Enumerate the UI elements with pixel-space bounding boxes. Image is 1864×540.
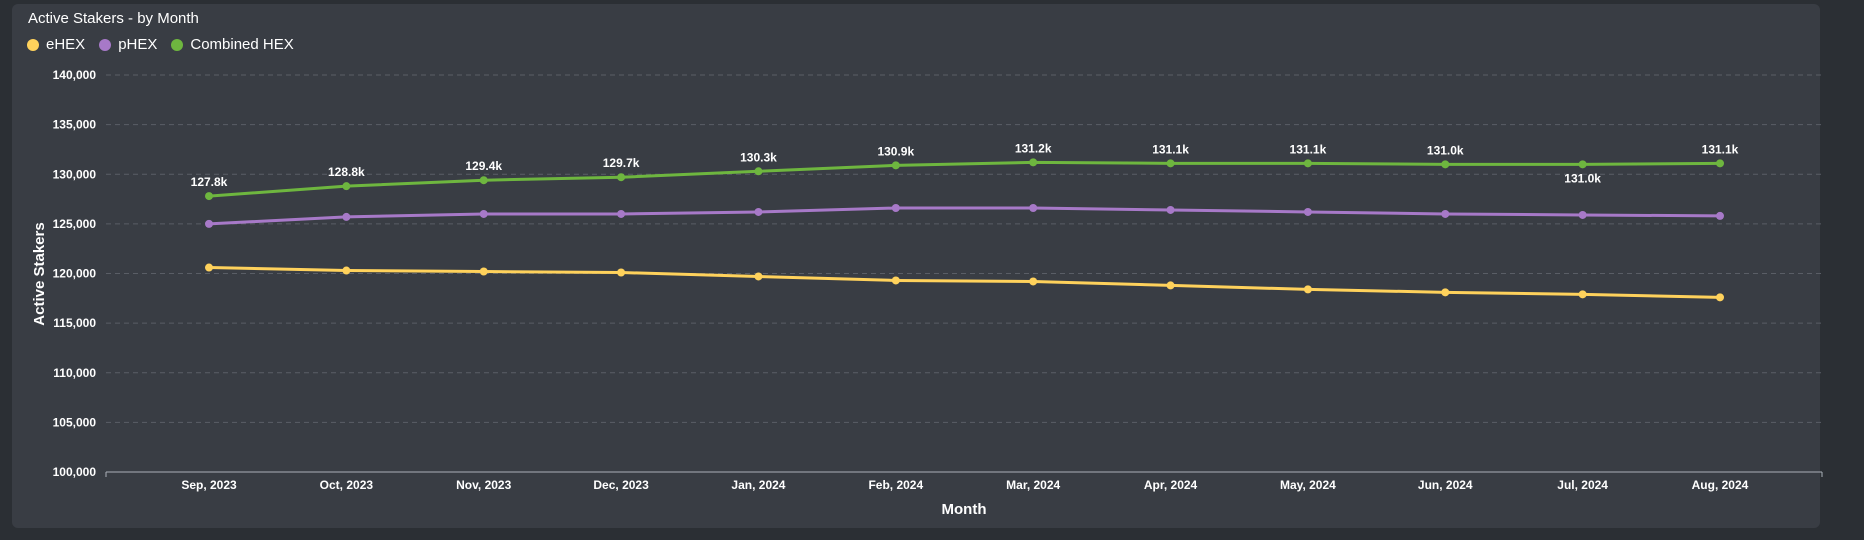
data-point-phex xyxy=(1578,210,1587,219)
legend-label-phex: pHEX xyxy=(118,36,158,53)
y-tick-label: 135,000 xyxy=(53,118,97,132)
data-point-ehex xyxy=(1303,285,1312,294)
y-tick-label: 130,000 xyxy=(53,167,97,181)
data-point-ehex xyxy=(205,263,213,272)
data-point-combined-hex xyxy=(1303,159,1312,168)
y-tick-label: 105,000 xyxy=(53,415,97,429)
data-point-phex xyxy=(1166,205,1175,214)
data-point-combined-hex xyxy=(479,176,488,185)
x-tick-label: Mar, 2024 xyxy=(1006,478,1060,492)
x-tick-label: Nov, 2023 xyxy=(456,478,511,492)
data-point-combined-hex xyxy=(1716,159,1724,168)
data-point-phex xyxy=(891,203,900,212)
series-line-combined-hex xyxy=(207,160,1722,198)
data-point-combined-hex xyxy=(617,173,626,182)
x-tick-label: May, 2024 xyxy=(1280,478,1336,492)
data-point-ehex xyxy=(617,268,626,277)
x-tick-label: Jun, 2024 xyxy=(1418,478,1473,492)
data-label: 128.8k xyxy=(328,165,365,179)
data-label: 131.0k xyxy=(1427,143,1464,157)
data-point-phex xyxy=(1303,207,1312,216)
chart-card xyxy=(12,4,1820,528)
x-tick-label: Aug, 2024 xyxy=(1692,478,1749,492)
legend-item-combined-hex[interactable]: Combined HEX xyxy=(171,36,294,53)
data-point-combined-hex xyxy=(1166,159,1175,168)
chart-legend: eHEX pHEX Combined HEX xyxy=(27,36,308,53)
legend-item-ehex[interactable]: eHEX xyxy=(27,36,85,53)
y-tick-label: 110,000 xyxy=(53,366,96,380)
y-tick-label: 120,000 xyxy=(53,267,97,281)
x-tick-label: Feb, 2024 xyxy=(868,478,923,492)
legend-item-phex[interactable]: pHEX xyxy=(99,36,157,53)
y-axis-title: Active Stakers xyxy=(31,222,48,325)
legend-label-ehex: eHEX xyxy=(46,36,86,53)
data-label: 127.8k xyxy=(191,175,228,189)
y-tick-label: 140,000 xyxy=(53,68,97,82)
chart-title: Active Stakers - by Month xyxy=(28,10,199,27)
data-point-ehex xyxy=(1029,277,1038,286)
data-point-phex xyxy=(1716,211,1724,220)
legend-dot-combined-hex xyxy=(171,38,184,51)
data-point-ehex xyxy=(1578,290,1587,299)
data-point-ehex xyxy=(754,272,763,281)
data-label: 131.0k xyxy=(1564,171,1601,185)
data-label: 131.1k xyxy=(1290,142,1327,156)
y-tick-label: 125,000 xyxy=(53,217,97,231)
data-point-phex xyxy=(617,209,626,218)
y-tick-label: 100,000 xyxy=(53,465,97,479)
data-point-combined-hex xyxy=(1029,158,1038,167)
x-tick-label: Oct, 2023 xyxy=(320,478,374,492)
data-point-phex xyxy=(342,212,351,221)
data-point-combined-hex xyxy=(1441,160,1450,169)
x-tick-label: Apr, 2024 xyxy=(1144,478,1198,492)
x-tick-label: Dec, 2023 xyxy=(593,478,649,492)
x-tick-label: Sep, 2023 xyxy=(181,478,237,492)
data-label: 130.3k xyxy=(740,150,777,164)
data-point-combined-hex xyxy=(891,161,900,170)
data-label: 131.1k xyxy=(1702,142,1739,156)
x-tick-label: Jul, 2024 xyxy=(1557,478,1608,492)
series-line-phex xyxy=(207,206,1722,226)
series-line-ehex xyxy=(207,266,1722,299)
data-label: 130.9k xyxy=(877,144,914,158)
data-point-ehex xyxy=(891,276,900,285)
data-point-combined-hex xyxy=(205,192,213,201)
data-label: 131.1k xyxy=(1152,142,1189,156)
data-label: 129.7k xyxy=(603,156,640,170)
legend-dot-ehex xyxy=(27,38,39,51)
data-point-ehex xyxy=(1441,288,1450,297)
data-point-ehex xyxy=(1716,293,1724,302)
x-axis-title: Month xyxy=(942,501,987,518)
legend-dot-phex xyxy=(99,38,112,51)
y-tick-label: 115,000 xyxy=(53,316,96,330)
data-label: 131.2k xyxy=(1015,141,1052,155)
data-point-combined-hex xyxy=(754,167,763,176)
data-point-combined-hex xyxy=(1578,160,1587,169)
data-point-ehex xyxy=(479,267,488,276)
data-point-phex xyxy=(1441,209,1450,218)
data-point-phex xyxy=(479,209,488,218)
x-tick-label: Jan, 2024 xyxy=(731,478,785,492)
data-point-ehex xyxy=(1166,281,1175,290)
data-point-phex xyxy=(754,207,763,216)
data-point-ehex xyxy=(342,266,351,275)
data-label: 129.4k xyxy=(465,159,502,173)
data-point-phex xyxy=(205,219,213,228)
legend-label-combined-hex: Combined HEX xyxy=(190,36,294,53)
data-point-combined-hex xyxy=(342,182,351,191)
data-point-phex xyxy=(1029,203,1038,212)
